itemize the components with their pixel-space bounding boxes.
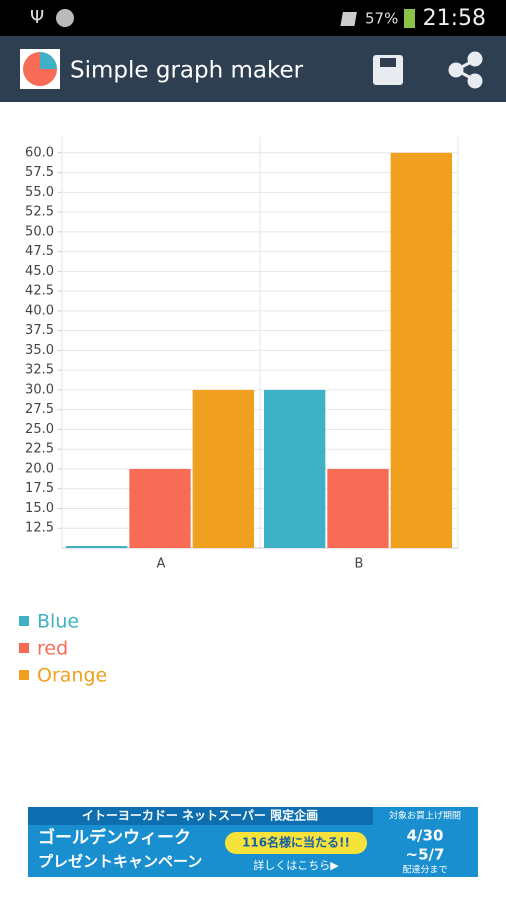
app-bar — [0, 36, 506, 102]
status-bar — [0, 0, 506, 36]
y-tick-label: 50.0 — [25, 224, 54, 239]
ad-prize: 116名様に当たる!! — [242, 835, 350, 850]
bar — [390, 152, 452, 549]
app-icon-slice — [40, 52, 57, 69]
ad-prize-bg — [225, 832, 367, 854]
save-icon-detail — [380, 58, 396, 67]
signal-icon — [340, 12, 357, 26]
clock: 21:58 — [423, 6, 486, 31]
y-tick-label: 32.5 — [25, 363, 54, 378]
bar — [129, 468, 191, 548]
y-tick-label: 52.5 — [25, 205, 54, 220]
bar — [192, 389, 254, 548]
ad-end: ~5/7 — [406, 846, 445, 864]
y-tick-label: 22.5 — [25, 442, 54, 457]
ad-line2: プレゼントキャンペーン — [38, 853, 202, 871]
y-tick-label: 60.0 — [25, 145, 54, 160]
battery-text: 57% — [365, 10, 398, 28]
ad-note: 配達分まで — [402, 864, 447, 876]
legend-swatch — [19, 616, 29, 626]
y-tick-label: 45.0 — [25, 264, 54, 279]
y-tick-label: 35.0 — [25, 343, 54, 358]
ad-line1: ゴールデンウィーク — [38, 827, 191, 848]
bar — [327, 468, 389, 548]
x-tick-label: A — [157, 557, 166, 572]
bar — [264, 389, 326, 548]
ad-header-bg — [28, 807, 373, 825]
y-tick-label: 40.0 — [25, 303, 54, 318]
bar — [66, 546, 128, 548]
y-tick-label: 17.5 — [25, 481, 54, 496]
ad-start: 4/30 — [407, 827, 444, 845]
y-tick-label: 12.5 — [25, 521, 54, 536]
y-tick-label: 20.0 — [25, 461, 54, 476]
y-tick-label: 55.0 — [25, 185, 54, 200]
legend-label: Orange — [37, 665, 107, 687]
share-button[interactable] — [448, 51, 483, 89]
ad-banner[interactable]: イトーヨーカドー ネットスーパー 限定企画 ゴールデンウィーク プレゼントキャン… — [28, 807, 478, 877]
legend-label: red — [37, 638, 68, 660]
legend-label: Blue — [37, 611, 79, 633]
legend-swatch — [19, 670, 29, 680]
legend-swatch — [19, 643, 29, 653]
y-tick-label: 15.0 — [25, 501, 54, 516]
y-tick-label: 27.5 — [25, 402, 54, 417]
ad-headline: イトーヨーカドー ネットスーパー 限定企画 — [82, 808, 318, 823]
y-tick-label: 47.5 — [25, 244, 54, 259]
y-tick-label: 25.0 — [25, 422, 54, 437]
battery-icon — [404, 9, 415, 28]
y-tick-label: 57.5 — [25, 165, 54, 180]
ad-more: 詳しくはこちら▶ — [253, 858, 339, 872]
usb-icon: Ψ — [30, 7, 44, 28]
x-tick-label: B — [355, 557, 364, 572]
chart: 12.5 15.0 17.5 20.0 22.5 25.0 27.5 30.0 32.5 35.0… — [19, 137, 459, 687]
y-tick-label: 30.0 — [25, 382, 54, 397]
y-tick-label: 37.5 — [25, 323, 54, 338]
ad-period-label: 対象お買上げ期間 — [389, 810, 461, 822]
notification-icon — [56, 9, 74, 27]
y-tick-label: 42.5 — [25, 284, 54, 299]
app-title: Simple graph maker — [70, 58, 304, 84]
